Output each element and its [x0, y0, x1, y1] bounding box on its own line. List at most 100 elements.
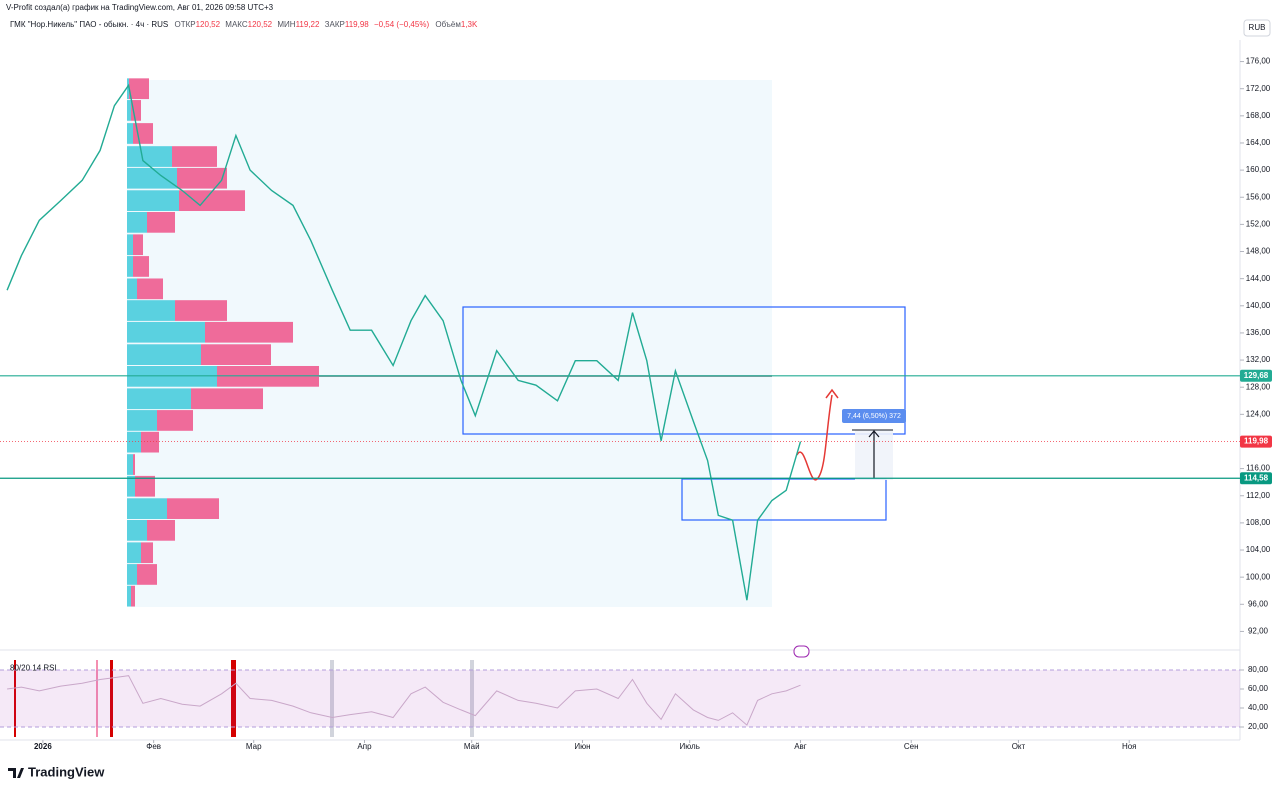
logo[interactable]: TradingView [28, 764, 105, 779]
x-tick-label: Авг [794, 742, 807, 751]
y-tick-label: 104,00 [1246, 545, 1271, 554]
profile-buy [127, 475, 135, 497]
rsi-marker [470, 660, 474, 737]
profile-sell [167, 498, 219, 519]
profile-sell [141, 431, 159, 453]
x-tick-label: Июль [679, 742, 699, 751]
profile-buy [127, 431, 141, 453]
author-line: V-Profit создал(а) график на TradingView… [6, 3, 274, 12]
forecast-arrow-head [825, 388, 839, 399]
rsi-marker [110, 660, 113, 737]
profile-buy [127, 78, 129, 100]
currency[interactable]: RUB [1249, 23, 1266, 32]
rsi-marker [96, 660, 98, 737]
y-tick-label: 156,00 [1246, 192, 1271, 201]
profile-sell [172, 146, 217, 167]
rsi-marker [330, 660, 334, 737]
rsi-pane: 80/20 14 RSI 80,00 60,00 40,00 20,00 [0, 664, 1269, 731]
profile-buy [127, 344, 201, 365]
rsi-marker [231, 660, 236, 737]
profile-buy [127, 585, 131, 607]
profile-sell [157, 410, 193, 431]
profile-buy [127, 234, 133, 256]
y-tick-label: 116,00 [1246, 464, 1270, 473]
rsi-line [7, 675, 801, 726]
y-tick-label: 168,00 [1246, 111, 1271, 120]
price-label: 119,98 [1244, 437, 1269, 446]
measure-arrow-head [868, 430, 880, 438]
profile-buy [127, 278, 137, 300]
symbol: ГМК "Нор.Никель" ПАО - обыкн. · 4ч · RUS [10, 20, 168, 29]
x-tick-label: 2026 [34, 742, 52, 751]
profile-buy [127, 542, 141, 564]
price-label: 114,58 [1244, 473, 1269, 482]
y-tick-label: 148,00 [1246, 247, 1271, 256]
y-tick-label: 172,00 [1246, 84, 1271, 93]
measure-label-box [842, 409, 906, 423]
profile-sell [133, 123, 153, 144]
volume-label: Объём [435, 20, 461, 29]
rsi-band [0, 670, 1240, 727]
zone-box[interactable] [681, 478, 887, 521]
profile-buy [127, 498, 167, 519]
x-tick-label: Ноя [1122, 742, 1137, 751]
y-tick-label: 80,00 [1248, 665, 1269, 674]
symbol-line: ГМК "Нор.Никель" ПАО - обыкн. · 4ч · RUS… [10, 20, 478, 29]
price-label-box [1240, 472, 1272, 485]
x-tick-label: Окт [1012, 742, 1026, 751]
y-tick-label: 164,00 [1246, 138, 1271, 147]
profile-sell [177, 167, 227, 189]
profile-buy [127, 190, 179, 211]
y-tick-label: 136,00 [1246, 328, 1271, 337]
profile-sell [129, 78, 149, 100]
change: −0,54 (−0,45%) [374, 20, 429, 29]
y-tick-label: 160,00 [1246, 165, 1271, 174]
profile-sell [191, 388, 263, 410]
y-tick-label: 40,00 [1248, 703, 1269, 712]
ohlc-value: 119,22 [296, 20, 320, 29]
y-tick-label: 96,00 [1248, 599, 1269, 608]
price-label-box [1240, 435, 1272, 448]
profile-buy [127, 167, 177, 189]
ohlc-label: ОТКР [174, 20, 195, 29]
zone-box[interactable] [462, 306, 906, 435]
profile-buy [127, 123, 133, 144]
measure-label: 7,44 (6,50%) 372 [847, 413, 901, 420]
profile-sell [133, 454, 135, 475]
x-tick-label: Июн [574, 742, 590, 751]
currency-box[interactable] [1243, 19, 1271, 37]
y-tick-label: 140,00 [1246, 301, 1271, 310]
volume-value: 1,3K [461, 20, 478, 29]
event-icon[interactable] [793, 645, 810, 658]
y-tick-label: 132,00 [1246, 355, 1271, 364]
profile-sell [131, 100, 141, 121]
profile-buy [127, 146, 172, 167]
logo-mark [8, 768, 24, 778]
price-line [6, 83, 802, 601]
y-tick-label: 152,00 [1246, 219, 1271, 228]
indicator-title: 80/20 14 RSI [10, 664, 57, 673]
profile-sell [147, 519, 175, 541]
profile-buy [127, 454, 133, 475]
x-tick-label: Фев [146, 742, 161, 751]
y-tick-label: 124,00 [1246, 409, 1271, 418]
profile-sell [133, 256, 149, 277]
y-tick-label: 128,00 [1246, 382, 1271, 391]
x-tick-label: Май [464, 742, 480, 751]
profile-sell [133, 234, 143, 256]
y-tick-label: 144,00 [1246, 274, 1271, 283]
profile-sell [205, 321, 293, 343]
y-tick-label: 92,00 [1248, 627, 1269, 636]
y-tick-label: 100,00 [1246, 572, 1271, 581]
price-label: 129,68 [1244, 371, 1269, 380]
profile-sell [179, 190, 245, 211]
profile-sell [131, 585, 135, 607]
profile-sell [175, 300, 227, 321]
price-pane: 176,00 172,00 168,00 164,00 160,00 156,00 152,… [0, 57, 1272, 751]
ohlc-value: 120,52 [248, 20, 273, 29]
ohlc-label: ЗАКР [325, 20, 345, 29]
y-tick-label: 176,00 [1246, 57, 1271, 66]
profile-buy [127, 519, 147, 541]
